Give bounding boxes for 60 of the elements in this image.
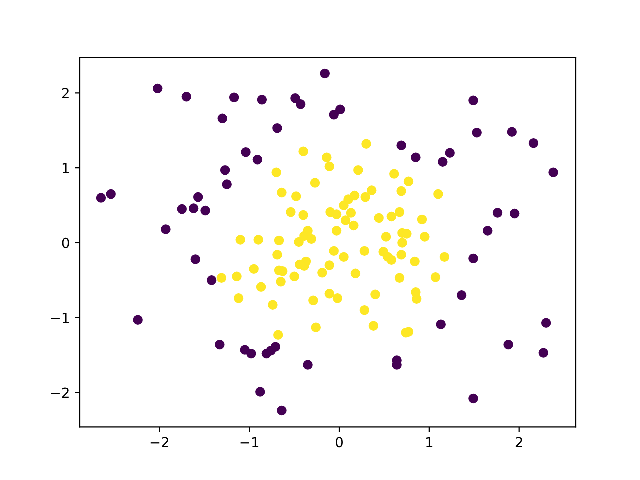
y-tick-label: −2 (51, 388, 69, 398)
point (220, 165, 230, 176)
point (296, 100, 306, 110)
point (193, 192, 204, 202)
point (472, 128, 482, 138)
point (336, 104, 346, 115)
y-tick-label: 1 (62, 163, 69, 174)
point (133, 315, 143, 325)
point (252, 154, 263, 165)
point (215, 340, 225, 350)
point (153, 84, 163, 94)
point (504, 340, 514, 350)
point (256, 387, 266, 397)
point (272, 124, 282, 134)
point (483, 226, 493, 236)
point (510, 208, 520, 219)
point (200, 206, 210, 216)
point (436, 320, 446, 330)
x-tick-label: 1 (426, 437, 433, 448)
point (246, 348, 256, 359)
point (438, 157, 448, 167)
point (206, 276, 217, 286)
point (492, 208, 503, 218)
x-tick-label: −2 (150, 437, 169, 448)
point (229, 92, 240, 103)
point (456, 290, 467, 300)
point (445, 148, 455, 158)
point (468, 96, 478, 106)
point (106, 189, 116, 200)
point (270, 342, 281, 352)
point (222, 180, 232, 190)
point (468, 394, 478, 404)
point (548, 168, 558, 178)
point (320, 68, 330, 79)
point (188, 204, 199, 214)
point (507, 127, 518, 137)
point (218, 114, 228, 124)
point (303, 360, 313, 370)
point (190, 254, 200, 264)
point (277, 406, 287, 416)
point (96, 193, 106, 203)
point (241, 147, 251, 158)
y-tick-label: 0 (62, 238, 70, 248)
point (538, 348, 548, 358)
x-tick-label: 2 (516, 437, 522, 448)
point (541, 318, 552, 328)
point (257, 95, 268, 105)
y-tick-label: 2 (62, 88, 69, 98)
point (528, 138, 539, 148)
point (182, 92, 192, 102)
x-tick-label: −1 (240, 437, 259, 448)
point (177, 204, 188, 214)
y-tick-label: −1 (51, 313, 69, 324)
point (290, 94, 300, 104)
point (396, 140, 406, 150)
point (468, 254, 478, 264)
point (161, 224, 171, 234)
point (411, 152, 421, 162)
point (329, 110, 339, 120)
x-tick-label: 0 (336, 437, 344, 448)
